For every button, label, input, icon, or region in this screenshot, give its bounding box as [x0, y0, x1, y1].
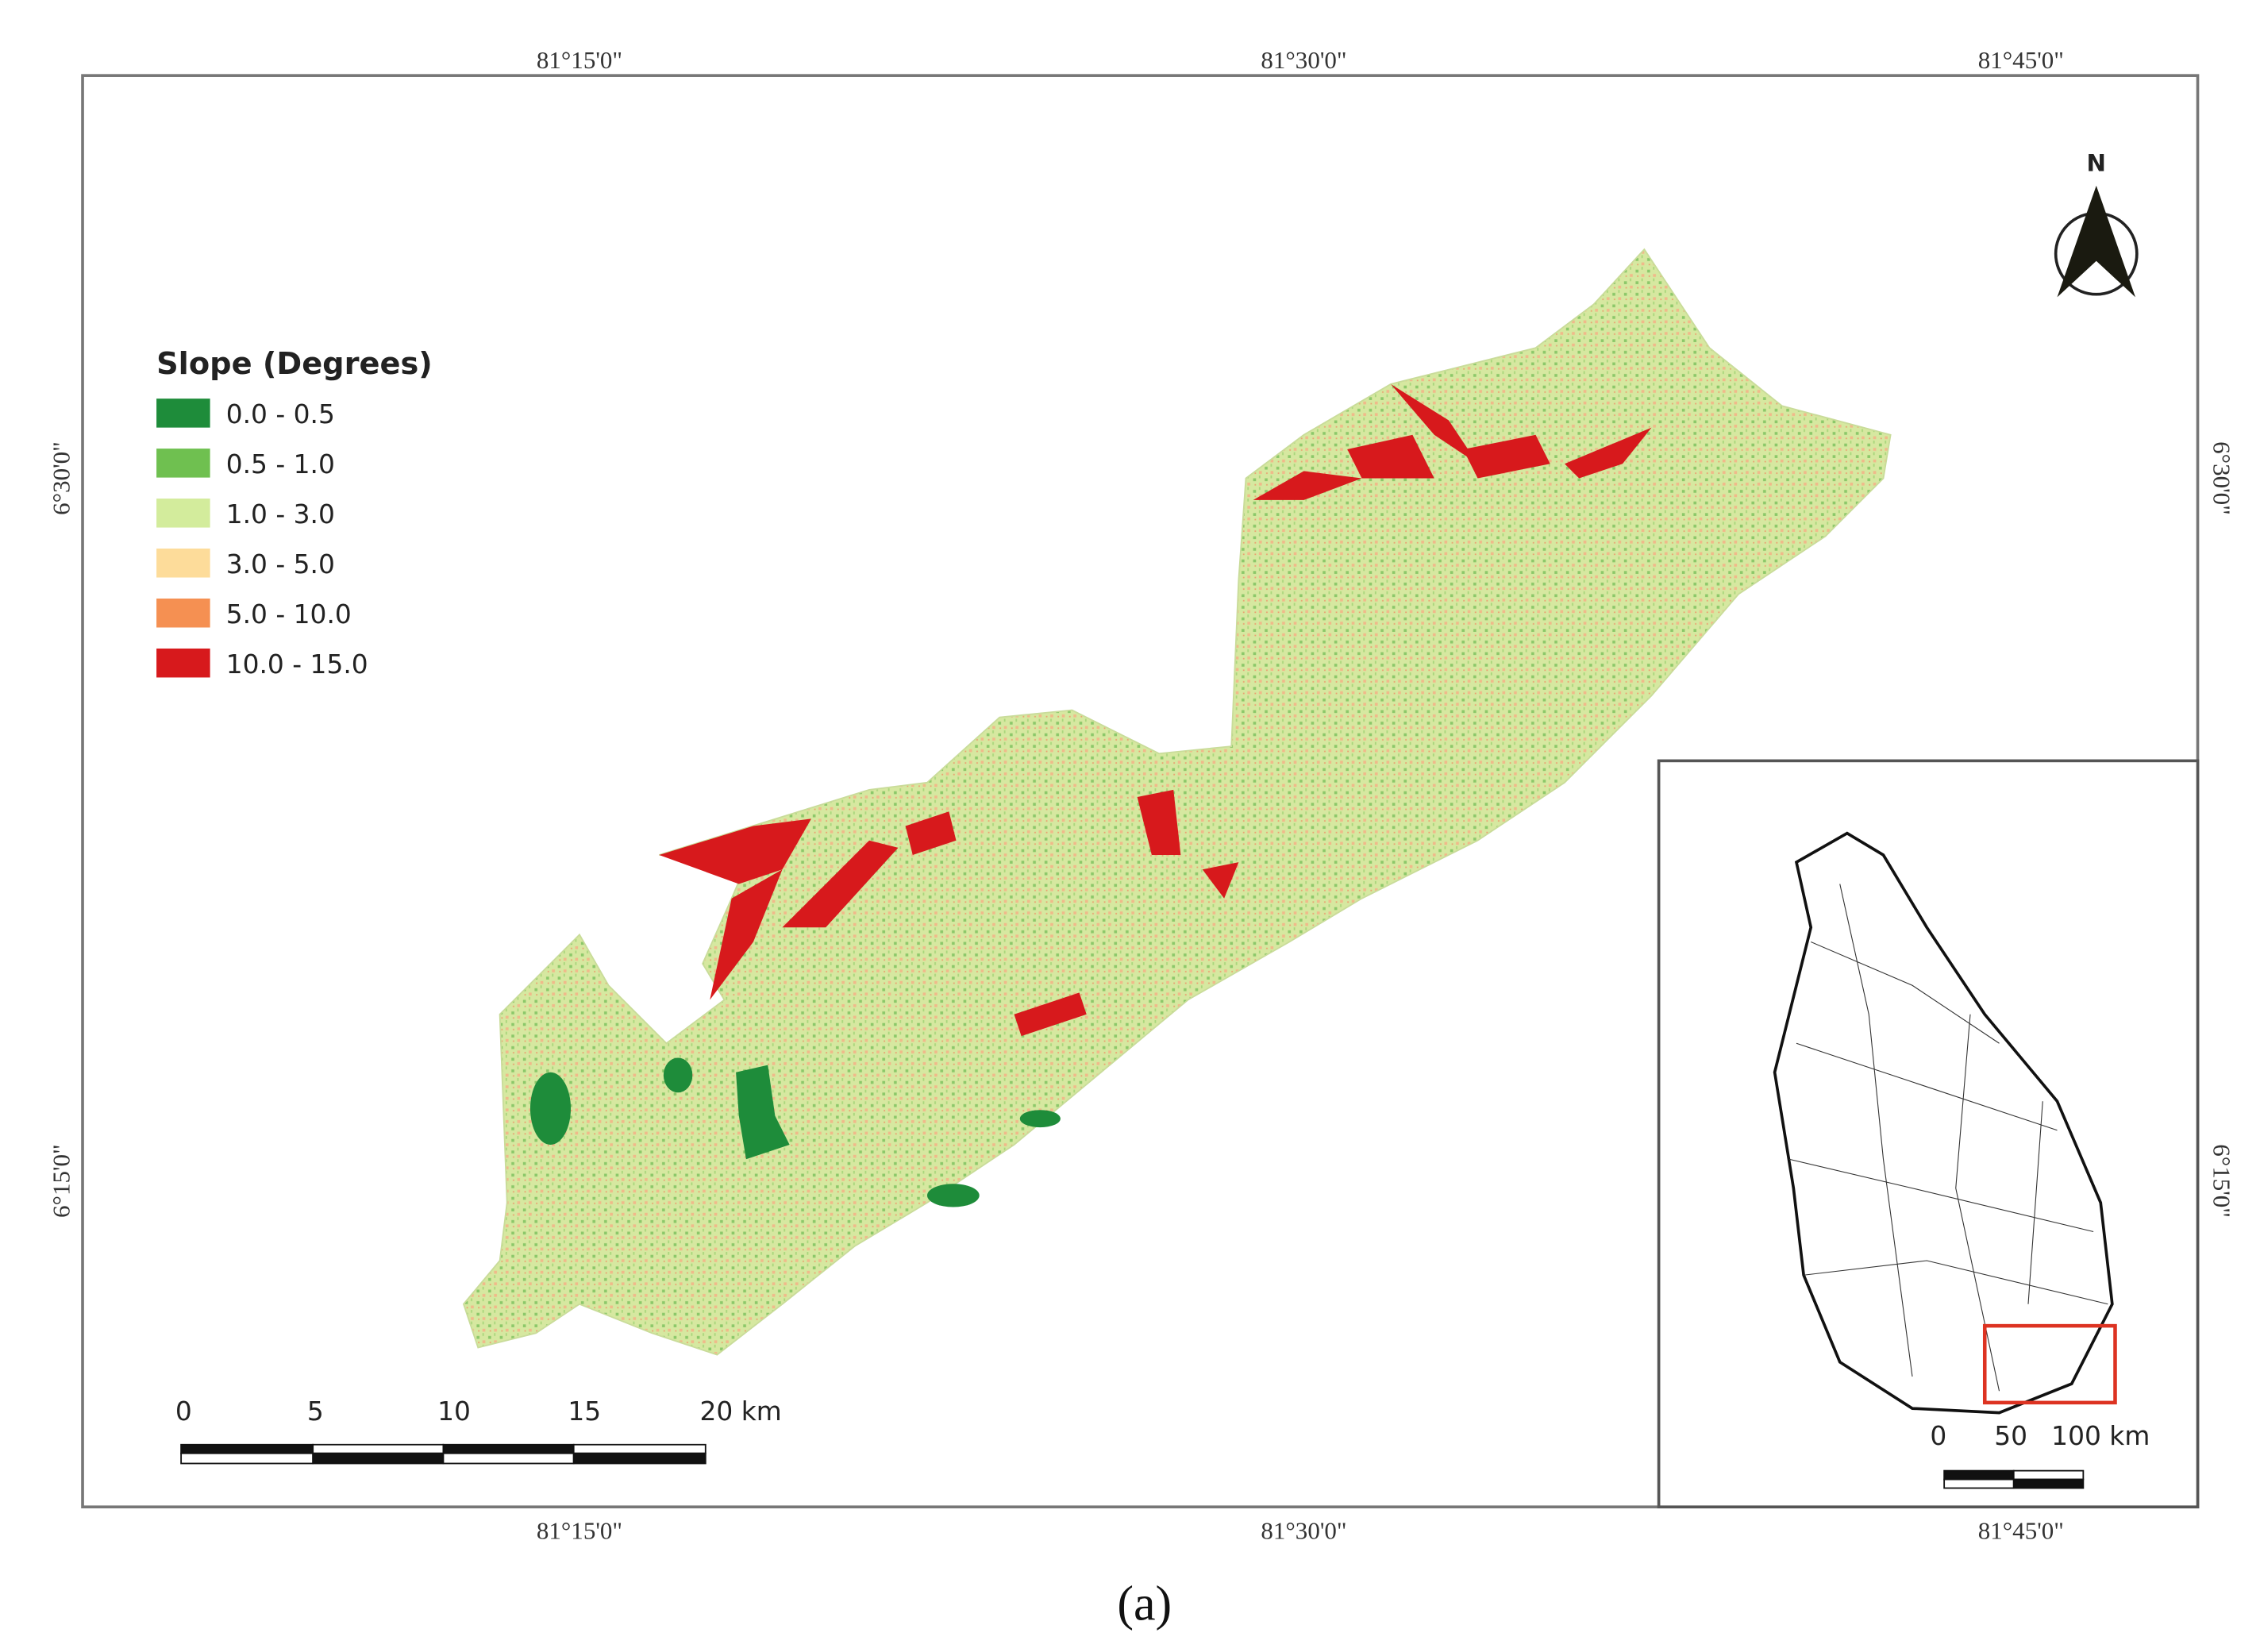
legend-label: 0.0 - 0.5: [226, 399, 335, 429]
flat-patches: [529, 1057, 1061, 1207]
scale-segment: [442, 1443, 575, 1454]
inset-scale-segment: [1943, 1469, 2015, 1481]
patch: [782, 840, 899, 928]
patch: [710, 869, 783, 1000]
inset-scale-segment: [2012, 1469, 2085, 1481]
patch: [1014, 992, 1087, 1037]
scale-segment: [442, 1452, 575, 1465]
inset-scale-bar: 0 50 100 km: [1930, 1421, 2150, 1489]
legend-label: 3.0 - 5.0: [226, 549, 335, 580]
patch: [1565, 427, 1652, 479]
scale-segment: [312, 1443, 445, 1454]
scale-label: 15: [568, 1396, 601, 1427]
patch: [529, 1072, 572, 1145]
coordinate-labels: 81°15'0" 81°30'0" 81°45'0" 81°15'0" 81°30'0"…: [48, 46, 2236, 1544]
patch: [927, 1184, 980, 1207]
legend-label: 0.5 - 1.0: [226, 449, 335, 479]
bottom-coord-label: 81°15'0": [537, 1516, 622, 1544]
inset-scale-segment: [1943, 1478, 2015, 1489]
top-coord-label: 81°45'0": [1978, 46, 2064, 74]
inset-scale-label: 0: [1930, 1421, 1946, 1451]
bottom-coord-label: 81°30'0": [1261, 1516, 1346, 1544]
scale-segment: [180, 1443, 314, 1454]
patch: [1391, 383, 1478, 464]
legend-swatch: [156, 499, 210, 528]
legend-label: 10.0 - 15.0: [226, 649, 368, 680]
patch: [659, 818, 811, 884]
inset-scale-segment: [2012, 1478, 2085, 1489]
legend-swatch: [156, 399, 210, 428]
steep-patches: [659, 383, 1652, 1037]
north-label: N: [2087, 150, 2106, 177]
left-coord-label: 6°30'0": [48, 441, 75, 515]
legend: Slope (Degrees) 0.0 - 0.5 0.5 - 1.0 1.0 - …: [156, 346, 433, 680]
legend-swatch: [156, 449, 210, 478]
scale-label: 0: [175, 1396, 192, 1427]
north-arrow: N: [2054, 150, 2139, 298]
top-coord-label: 81°15'0": [537, 46, 622, 74]
scale-segment: [572, 1443, 706, 1454]
scale-label: 5: [307, 1396, 324, 1427]
inset-boundaries: [1788, 884, 2108, 1392]
patch: [1019, 1110, 1061, 1128]
sri-lanka-outline: [1773, 831, 2114, 1415]
left-coord-label: 6°15'0": [48, 1144, 75, 1218]
top-coord-label: 81°30'0": [1261, 46, 1346, 74]
legend-swatch: [156, 598, 210, 628]
scale-segment: [572, 1452, 706, 1465]
scale-bar: 0 5 10 15 20 km: [175, 1396, 782, 1465]
patch: [1347, 434, 1434, 479]
patch: [663, 1057, 693, 1093]
study-area-box: [1982, 1323, 2117, 1405]
right-coord-label: 6°15'0": [2208, 1144, 2236, 1218]
legend-label: 5.0 - 10.0: [226, 599, 352, 630]
study-area: [462, 248, 1892, 1356]
scale-segment: [312, 1452, 445, 1465]
patch: [1202, 862, 1239, 899]
bottom-coord-label: 81°45'0": [1978, 1516, 2064, 1544]
caption: (a): [1117, 1577, 1172, 1631]
legend-label: 1.0 - 3.0: [226, 499, 335, 529]
scale-label: 20 km: [699, 1396, 781, 1427]
scale-label: 10: [437, 1396, 471, 1427]
patch: [736, 1065, 790, 1160]
patch: [905, 811, 957, 855]
inset-scale-label: 50: [1994, 1421, 2027, 1451]
inset-scale-label: 100 km: [2051, 1421, 2150, 1451]
patch: [1463, 434, 1550, 479]
scale-segment: [180, 1452, 314, 1465]
legend-swatch: [156, 549, 210, 578]
patch: [1137, 789, 1181, 855]
legend-swatch: [156, 648, 210, 678]
patch: [1253, 471, 1362, 500]
inset-map: 0 50 100 km: [1657, 759, 2200, 1509]
right-coord-label: 6°30'0": [2208, 441, 2236, 515]
legend-title: Slope (Degrees): [156, 346, 433, 382]
